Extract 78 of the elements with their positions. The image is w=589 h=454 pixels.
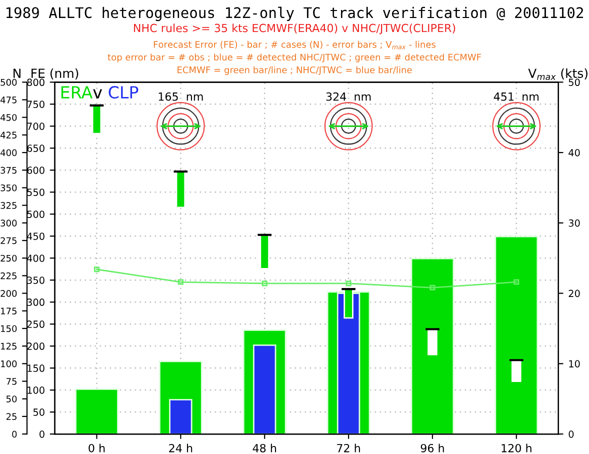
y-tick-label: 300 xyxy=(27,298,44,306)
y3-tick-label: 325 xyxy=(0,202,16,209)
point xyxy=(430,284,436,290)
y-tick-label: 150 xyxy=(28,364,44,372)
y-tick-label: 250 xyxy=(27,320,44,328)
text: Forecast Error (FE) - bar ; # cases (N) - error bars ; V$_{max}$ - lines xyxy=(154,40,436,50)
y-tick-label: 350 xyxy=(27,276,44,284)
y3-tick-label: 275 xyxy=(0,237,16,244)
y3-tick-label: 100 xyxy=(1,360,17,368)
y2-tick-label: 40 xyxy=(568,149,580,156)
y3-tick-label: 50 xyxy=(6,396,17,402)
y-tick-label: 50 xyxy=(33,408,44,416)
bar xyxy=(176,170,186,208)
text: CLP xyxy=(108,86,138,99)
y-tick-label: 800 xyxy=(27,78,44,86)
y-tick-label: 450 xyxy=(26,232,44,240)
x-tick-label: 120 h xyxy=(502,444,532,452)
point xyxy=(346,280,352,286)
x-tick-label: 72 h xyxy=(337,444,360,452)
legend-title: v xyxy=(93,89,102,98)
x-tick-label: 0 h xyxy=(88,444,105,452)
bar xyxy=(512,359,522,382)
y-tick-label: 750 xyxy=(27,100,44,108)
chart-title: 1989 ALLTC heterogeneous 12Z-only TC track verification @ 20011102 xyxy=(6,6,584,22)
y3-tick-label: 475 xyxy=(0,96,16,104)
y3-tick-label: 175 xyxy=(1,308,16,314)
y2-tick-label: 10 xyxy=(569,360,580,368)
y3-tick-label: 375 xyxy=(0,166,16,174)
point xyxy=(262,280,268,286)
y2-tick-label: 20 xyxy=(568,290,580,298)
bar xyxy=(428,328,438,356)
y3-tick-label: 225 xyxy=(0,272,16,280)
y3-tick-label: 300 xyxy=(0,220,17,226)
annotation: 324 nm xyxy=(326,92,371,101)
y3-tick-label: 200 xyxy=(0,290,17,297)
point xyxy=(178,279,184,285)
text: ECMWF = green bar/line ; NHC/JTWC = blue bar/line xyxy=(178,66,412,76)
annotation: 165 nm xyxy=(158,92,203,101)
y-tick-label: 650 xyxy=(27,144,44,152)
y3-tick-label: 75 xyxy=(6,378,16,385)
y2-tick-label: 50 xyxy=(568,78,580,86)
annotation: 451 nm xyxy=(494,92,539,101)
bar xyxy=(494,236,538,434)
y-axis-title: FE (nm) xyxy=(32,68,78,80)
y-tick-label: 0 xyxy=(40,430,44,438)
y3-axis-title: N xyxy=(14,68,20,78)
text: ERA xyxy=(61,86,93,98)
y-tick-label: 100 xyxy=(28,386,44,394)
y2-tick-label: 30 xyxy=(568,219,580,227)
y-tick-label: 700 xyxy=(27,122,44,130)
y-tick-label: 500 xyxy=(27,210,44,218)
x-tick-label: 96 h xyxy=(420,444,444,452)
y3-tick-label: 125 xyxy=(1,342,16,350)
bar xyxy=(260,234,270,270)
y-tick-label: 200 xyxy=(27,342,44,350)
y3-tick-label: 250 xyxy=(0,254,17,262)
bar xyxy=(410,258,454,434)
bar xyxy=(92,104,102,134)
y3-tick-label: 500 xyxy=(0,78,17,86)
point xyxy=(514,279,520,285)
y3-tick-label: 25 xyxy=(6,413,16,420)
y3-tick-label: 400 xyxy=(0,149,17,156)
y2-tick-label: 0 xyxy=(568,430,574,438)
y-tick-label: 600 xyxy=(27,166,44,174)
point xyxy=(94,266,100,272)
y-tick-label: 400 xyxy=(26,254,44,262)
y3-tick-label: 350 xyxy=(0,184,17,192)
y3-tick-label: 0 xyxy=(12,430,17,438)
y3-tick-label: 425 xyxy=(0,132,16,139)
y2-axis-title: V$_{max}$ (kts) xyxy=(528,68,588,80)
y3-tick-label: 150 xyxy=(1,325,17,332)
bar xyxy=(75,388,118,434)
y-tick-label: 550 xyxy=(27,188,44,196)
chart-subtitle: NHC rules >= 35 kts ECMWF(ERA40) v NHC/JTWC(CLIPER) xyxy=(134,24,456,34)
x-tick-label: 24 h xyxy=(169,444,192,452)
x-tick-label: 48 h xyxy=(252,444,276,452)
text: top error bar = # obs ; blue = # detected NHC/JTWC ; green = # detected ECMWF xyxy=(108,54,481,62)
y3-tick-label: 450 xyxy=(0,114,17,121)
